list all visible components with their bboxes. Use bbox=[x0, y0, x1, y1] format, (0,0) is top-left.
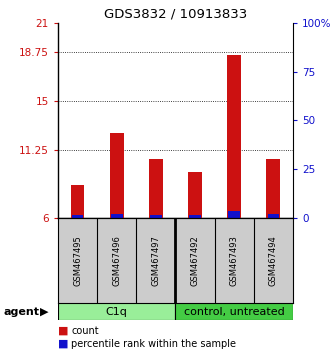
Text: count: count bbox=[71, 326, 99, 336]
Text: GSM467494: GSM467494 bbox=[269, 235, 278, 286]
Text: control, untreated: control, untreated bbox=[184, 307, 285, 316]
Text: ■: ■ bbox=[58, 339, 69, 349]
Bar bbox=[72, 215, 83, 218]
FancyBboxPatch shape bbox=[58, 303, 175, 320]
FancyBboxPatch shape bbox=[175, 303, 293, 320]
Bar bbox=[149, 159, 163, 218]
Bar bbox=[71, 185, 84, 218]
Bar bbox=[267, 214, 279, 218]
Title: GDS3832 / 10913833: GDS3832 / 10913833 bbox=[104, 7, 247, 21]
Text: GSM467493: GSM467493 bbox=[230, 235, 239, 286]
Text: GSM467492: GSM467492 bbox=[191, 235, 200, 286]
Text: GSM467496: GSM467496 bbox=[112, 235, 121, 286]
Bar bbox=[188, 172, 202, 218]
Text: ▶: ▶ bbox=[40, 307, 49, 316]
Bar bbox=[266, 159, 280, 218]
Text: C1q: C1q bbox=[106, 307, 128, 316]
Bar bbox=[189, 215, 201, 218]
Bar bbox=[150, 215, 162, 218]
Text: ■: ■ bbox=[58, 326, 69, 336]
Text: percentile rank within the sample: percentile rank within the sample bbox=[71, 339, 236, 349]
Text: GSM467497: GSM467497 bbox=[151, 235, 160, 286]
Bar bbox=[227, 56, 241, 218]
Bar bbox=[111, 214, 122, 218]
Text: GSM467495: GSM467495 bbox=[73, 235, 82, 286]
Bar bbox=[228, 211, 240, 218]
Text: agent: agent bbox=[3, 307, 39, 316]
Bar bbox=[110, 133, 123, 218]
